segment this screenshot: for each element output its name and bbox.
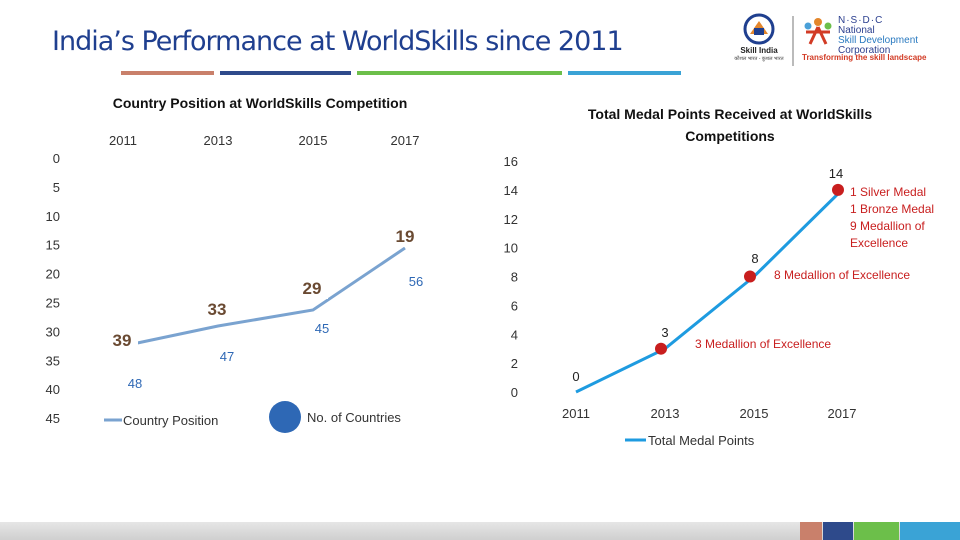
position-data-label: 33 [208, 300, 227, 319]
y-tick-label: 20 [46, 267, 60, 282]
x-tick-label: 2013 [651, 406, 680, 421]
skill-india-subtitle: कौशल भारत - कुशल भारत [734, 56, 784, 62]
y-tick-label: 0 [511, 385, 518, 400]
nsdc-acronym: N·S·D·C [838, 15, 884, 26]
medal-annotation-line: 1 Bronze Medal [850, 202, 934, 216]
nsdc-name: N·S·D·C National Skill Development Corpo… [838, 16, 918, 56]
medal-data-label: 3 [661, 325, 668, 340]
x-tick-label: 2015 [299, 133, 328, 148]
footer-accent [800, 522, 822, 540]
position-data-label: 19 [396, 227, 415, 246]
underline-segment [121, 71, 214, 75]
logo-area: Skill India कौशल भारत - कुशल भारत N·S·D·… [728, 12, 954, 68]
countries-data-label: 45 [315, 321, 329, 336]
y-tick-label: 30 [46, 324, 60, 339]
skill-india-logo-icon [743, 13, 775, 45]
logo-divider [792, 16, 794, 66]
nsdc-tagline: Transforming the skill landscape [802, 53, 927, 62]
underline-segment [568, 71, 681, 75]
y-tick-label: 0 [53, 151, 60, 166]
medal-points-line [575, 188, 844, 394]
medal-annotation-line: 1 Silver Medal [850, 185, 926, 199]
medal-data-label: 8 [751, 251, 758, 266]
y-tick-label: 4 [511, 327, 518, 342]
legend-label-country-position: Country Position [123, 413, 218, 428]
y-tick-label: 25 [46, 296, 60, 311]
legend-marker-countries [269, 401, 301, 433]
y-tick-label: 40 [46, 382, 60, 397]
x-tick-label: 2013 [204, 133, 233, 148]
y-tick-label: 2 [511, 356, 518, 371]
position-data-label: 29 [303, 279, 322, 298]
medal-annotation: 8 Medallion of Excellence [774, 268, 910, 282]
medal-annotation-line: Excellence [850, 236, 908, 250]
medal-annotation: 3 Medallion of Excellence [695, 337, 831, 351]
title-underline [121, 71, 681, 75]
nsdc-line: Skill Development [838, 35, 919, 46]
y-tick-label: 15 [46, 238, 60, 253]
nsdc-logo-icon [804, 18, 832, 45]
legend-label-medal-points: Total Medal Points [648, 433, 755, 448]
y-tick-label: 16 [504, 154, 518, 169]
countries-data-label: 48 [128, 376, 142, 391]
countries-data-label: 56 [409, 274, 423, 289]
y-tick-label: 6 [511, 298, 518, 313]
y-tick-label: 10 [46, 209, 60, 224]
underline-segment [220, 71, 351, 75]
y-tick-label: 10 [504, 241, 518, 256]
country-position-line [122, 246, 406, 348]
medal-point-marker [832, 183, 844, 196]
medal-data-label: 14 [829, 166, 843, 181]
nsdc-line: National [838, 25, 875, 36]
nsdc-line: Corporation [838, 45, 891, 56]
y-tick-label: 5 [53, 180, 60, 195]
y-tick-label: 8 [511, 270, 518, 285]
position-data-label: 39 [113, 331, 132, 350]
legend-label-countries: No. of Countries [307, 410, 401, 425]
y-tick-label: 14 [504, 183, 518, 198]
underline-segment [357, 71, 562, 75]
position-label-box [201, 294, 233, 320]
y-tick-label: 45 [46, 411, 60, 426]
x-tick-label: 2017 [828, 406, 857, 421]
skill-india-label: Skill India [740, 46, 778, 55]
position-label-box [106, 325, 138, 351]
x-tick-label: 2015 [740, 406, 769, 421]
footer-accent [854, 522, 899, 540]
medal-point-marker [744, 270, 756, 283]
medal-chart-title: Total Medal Points Received at WorldSkil… [587, 106, 873, 144]
y-tick-label: 35 [46, 353, 60, 368]
footer-accent [900, 522, 960, 540]
position-label-box [389, 221, 421, 247]
x-tick-label: 2011 [562, 406, 590, 421]
x-tick-label: 2017 [391, 133, 420, 148]
countries-data-label: 47 [220, 349, 234, 364]
y-tick-label: 12 [504, 212, 518, 227]
medal-data-label: 0 [572, 369, 579, 384]
medal-annotation-line: 9 Medallion of [850, 219, 925, 233]
footer-accent [823, 522, 853, 540]
position-label-box [296, 273, 328, 299]
medal-point-marker [655, 342, 667, 355]
page-title: India’s Performance at WorldSkills since… [52, 26, 624, 57]
x-tick-label: 2011 [109, 133, 137, 148]
position-chart-title: Country Position at WorldSkills Competit… [112, 95, 408, 111]
footer-strip [0, 522, 960, 540]
